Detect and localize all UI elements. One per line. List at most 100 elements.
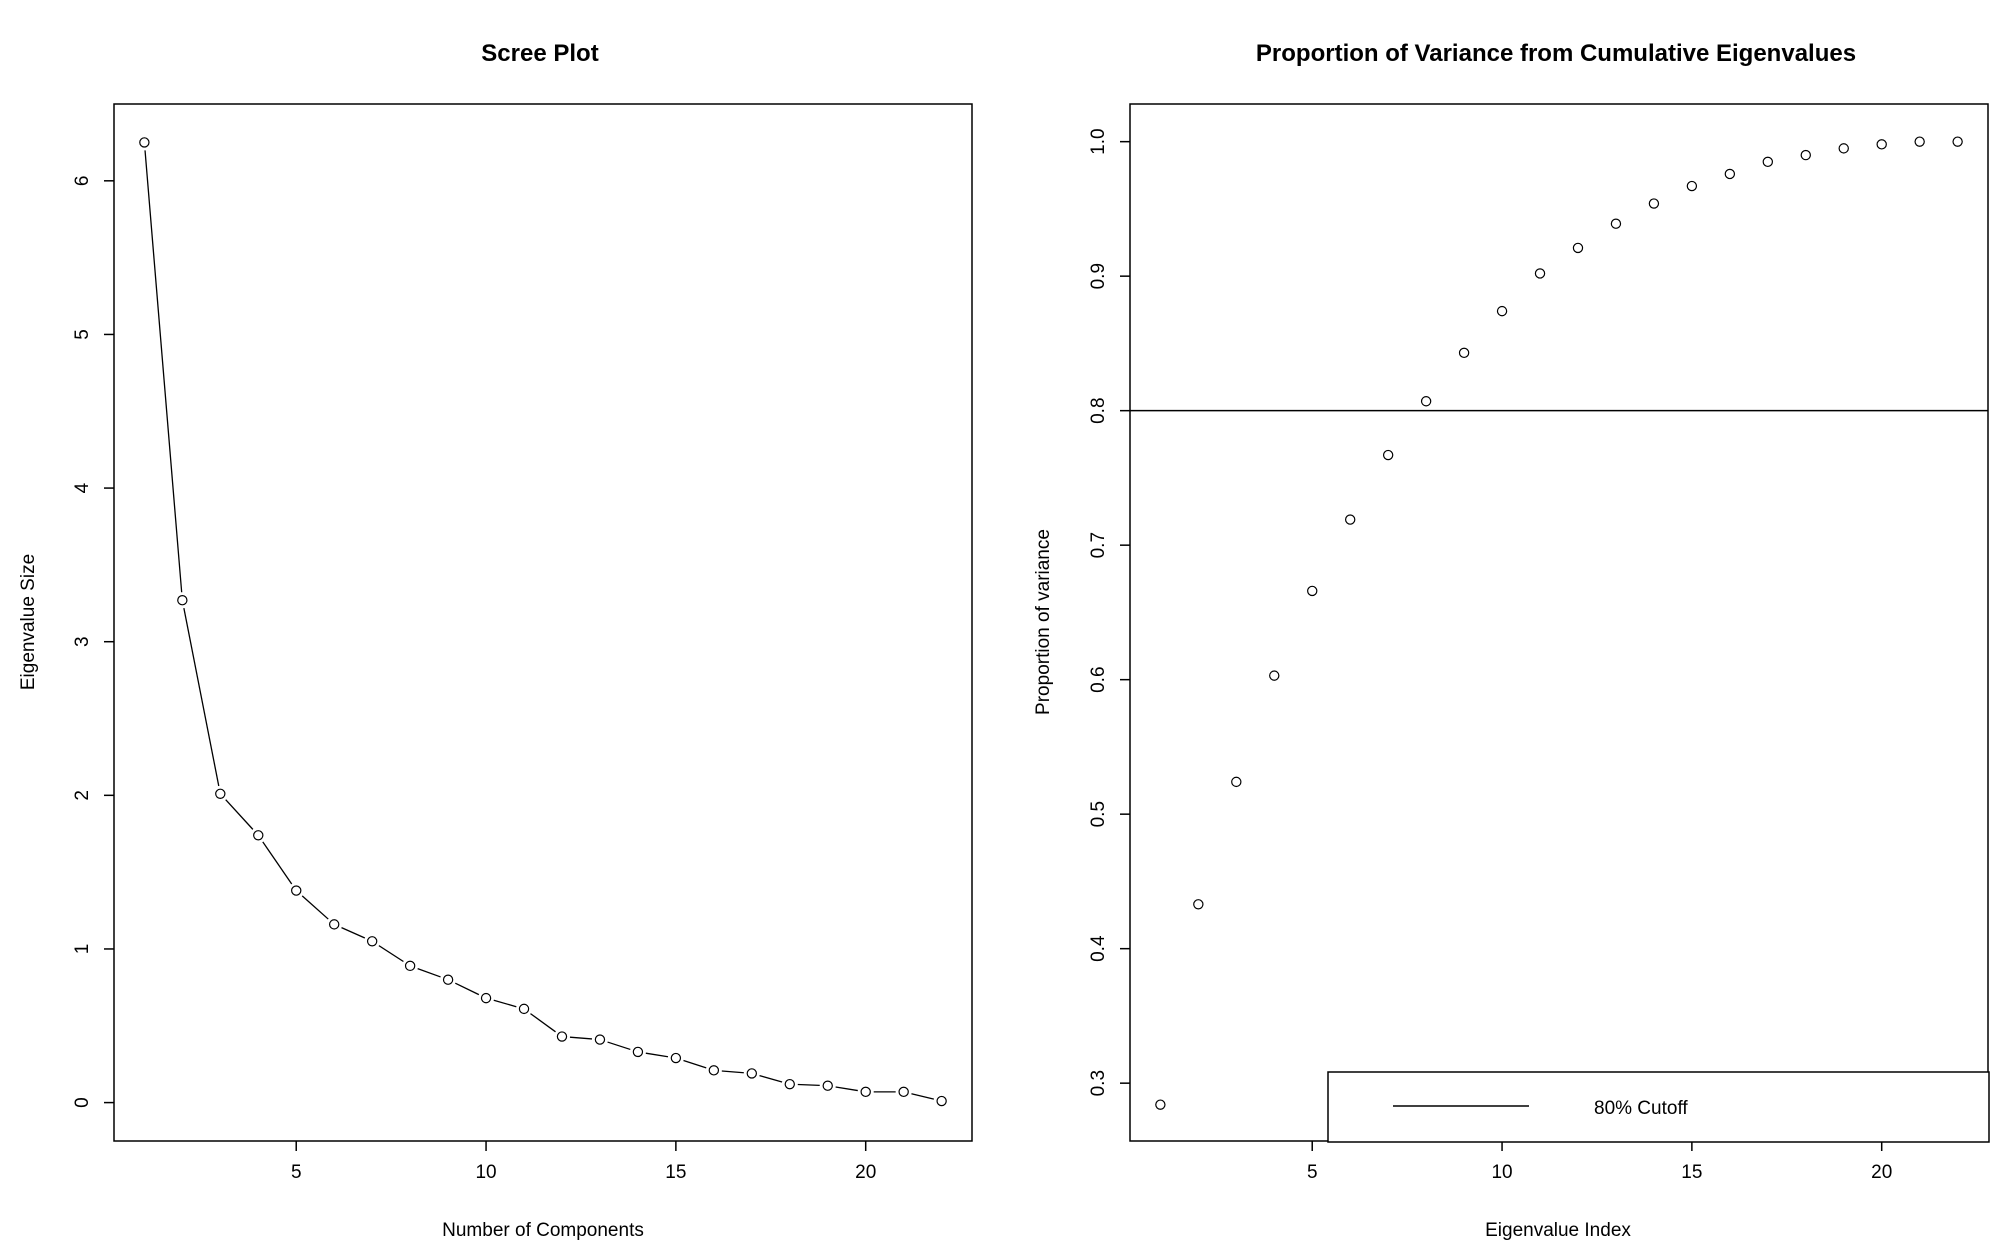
scree-plot-series-segment <box>301 895 329 920</box>
scree-plot-series-segment <box>797 1083 820 1087</box>
scree-plot-title: Scree Plot <box>481 40 598 67</box>
variance-plot-data-point <box>1344 514 1356 525</box>
scree-plot-data-point <box>442 974 454 985</box>
scree-plot-x-tick-label: 15 <box>665 1162 686 1183</box>
variance-plot-data-point <box>1800 149 1811 161</box>
variance-plot-x-axis-label: Eigenvalue Index <box>1485 1220 1631 1241</box>
variance-plot-data-point <box>1420 396 1432 407</box>
variance-plot-data-point <box>1269 670 1280 681</box>
legend-label: 80% Cutoff <box>1594 1098 1688 1119</box>
scree-plot-data-point <box>670 1052 682 1064</box>
scree-plot-series-segment <box>530 1013 556 1033</box>
variance-plot-y-tick-label: 1.0 <box>1088 128 1109 154</box>
scree-plot-data-point <box>784 1078 795 1090</box>
scree-plot-series-segment <box>378 945 404 963</box>
scree-plot-y-tick-label: 1 <box>72 944 93 955</box>
variance-plot-data-point <box>1648 198 1660 209</box>
variance-plot-x-tick-label: 5 <box>1307 1162 1318 1183</box>
variance-plot-y-tick-label: 0.5 <box>1088 801 1109 827</box>
variance-plot-y-tick-label: 0.8 <box>1088 397 1109 423</box>
variance-plot-data-point <box>1686 180 1698 192</box>
variance-plot-y-tick-label: 0.9 <box>1088 263 1109 289</box>
scree-plot-data-point <box>632 1046 644 1058</box>
scree-plot-data-point <box>366 936 378 947</box>
variance-plot-y-tick-label: 0.3 <box>1088 1070 1109 1096</box>
variance-plot-data-point <box>1610 218 1622 229</box>
variance-plot-data-point <box>1838 143 1849 154</box>
variance-plot-x-tick-label: 10 <box>1491 1162 1512 1183</box>
variance-plot-data-point <box>1307 585 1318 597</box>
scree-plot-data-point <box>594 1034 606 1045</box>
scree-plot-series-segment <box>683 1059 707 1069</box>
scree-plot-y-tick-label: 2 <box>72 790 93 801</box>
scree-plot-data-point <box>860 1086 871 1098</box>
scree-plot-series-segment <box>262 841 293 885</box>
scree-plot-y-tick-label: 5 <box>72 329 93 340</box>
scree-plot-series-segment <box>225 799 254 830</box>
scree-plot-data-point <box>177 595 188 606</box>
variance-plot-data-point <box>1155 1099 1166 1110</box>
variance-plot-y-tick-label: 0.7 <box>1088 532 1109 558</box>
scree-plot-series-segment <box>341 927 366 939</box>
scree-plot-frame <box>113 103 973 1142</box>
variance-plot-data-point <box>1458 347 1470 359</box>
scree-plot-series-segment <box>569 1036 593 1040</box>
scree-plot-x-tick-label: 10 <box>475 1162 496 1183</box>
legend: 80% Cutoff <box>1327 1071 1990 1143</box>
variance-plot-data-point <box>1382 449 1394 461</box>
variance-plot-data-point <box>1231 776 1242 788</box>
variance-plot-data-point <box>1914 136 1925 147</box>
variance-plot-data-point <box>1876 139 1887 150</box>
variance-plot-y-axis: 0.3 0.4 0.5 0.6 0.7 0.8 0.9 1.0 <box>1088 128 1130 1096</box>
variance-plot-y-axis-label: Proportion of variance <box>1033 529 1054 715</box>
variance-plot-data-point <box>1193 899 1204 910</box>
scree-plot-data-point <box>936 1095 947 1107</box>
scree-plot-data-point <box>139 137 150 148</box>
scree-plot-y-axis-label: Eigenvalue Size <box>18 554 39 690</box>
scree-plot-series-segment <box>493 999 517 1008</box>
variance-plot-frame <box>1129 103 1989 1142</box>
scree-plot-data-point <box>253 830 264 841</box>
variance-plot-y-tick-label: 0.6 <box>1088 666 1109 692</box>
variance-plot-title: Proportion of Variance from Cumulative E… <box>1256 40 1856 67</box>
scree-plot-y-axis: 0 1 2 3 4 5 6 <box>72 176 114 1108</box>
scree-plot-data-point <box>556 1031 568 1042</box>
variance-plot-data-point <box>1952 136 1963 147</box>
variance-plot-panel: Proportion of Variance from Cumulative E… <box>1033 40 1990 1241</box>
scree-plot-data-point <box>822 1080 833 1091</box>
variance-plot-x-axis: 5 10 15 20 <box>1307 1141 1892 1183</box>
variance-plot-marks <box>1130 136 1988 1110</box>
scree-plot-series-segment <box>645 1052 669 1058</box>
scree-plot-panel: Scree Plot Number of Components Eigenval… <box>18 40 973 1241</box>
variance-plot-data-point <box>1724 168 1736 180</box>
scree-plot-series-segment <box>759 1074 783 1083</box>
scree-plot-marks <box>139 137 947 1107</box>
scree-plot-series-segment <box>183 607 220 787</box>
scree-plot-series-segment <box>455 982 480 996</box>
scree-plot-y-tick-label: 3 <box>72 636 93 647</box>
scree-plot-x-axis-label: Number of Components <box>442 1220 644 1241</box>
variance-plot-data-point <box>1534 268 1546 279</box>
scree-plot-data-point <box>291 885 302 896</box>
variance-plot-y-tick-label: 0.4 <box>1088 935 1109 962</box>
scree-plot-x-tick-label: 20 <box>855 1162 876 1183</box>
scree-plot-data-point <box>404 960 416 972</box>
scree-plot-series-segment <box>835 1086 858 1092</box>
scree-plot-data-point <box>708 1065 720 1076</box>
variance-plot-x-tick-label: 20 <box>1871 1162 1892 1183</box>
variance-plot-data-point <box>1496 305 1508 317</box>
scree-plot-series-segment <box>417 967 441 978</box>
scree-plot-data-point <box>518 1003 530 1015</box>
scree-plot-data-point <box>215 788 226 799</box>
variance-plot-x-tick-label: 15 <box>1681 1162 1702 1183</box>
scree-plot-x-axis: 5 10 15 20 <box>291 1141 876 1183</box>
scree-plot-y-tick-label: 6 <box>72 176 93 187</box>
scree-plot-data-point <box>328 919 340 930</box>
scree-plot-data-point <box>480 992 492 1004</box>
scree-plot-data-point <box>746 1068 758 1079</box>
scree-plot-y-tick-label: 4 <box>72 482 93 493</box>
scree-plot-series-segment <box>607 1041 631 1051</box>
scree-plot-x-tick-label: 5 <box>291 1162 302 1183</box>
scree-plot-series-segment <box>721 1070 744 1074</box>
